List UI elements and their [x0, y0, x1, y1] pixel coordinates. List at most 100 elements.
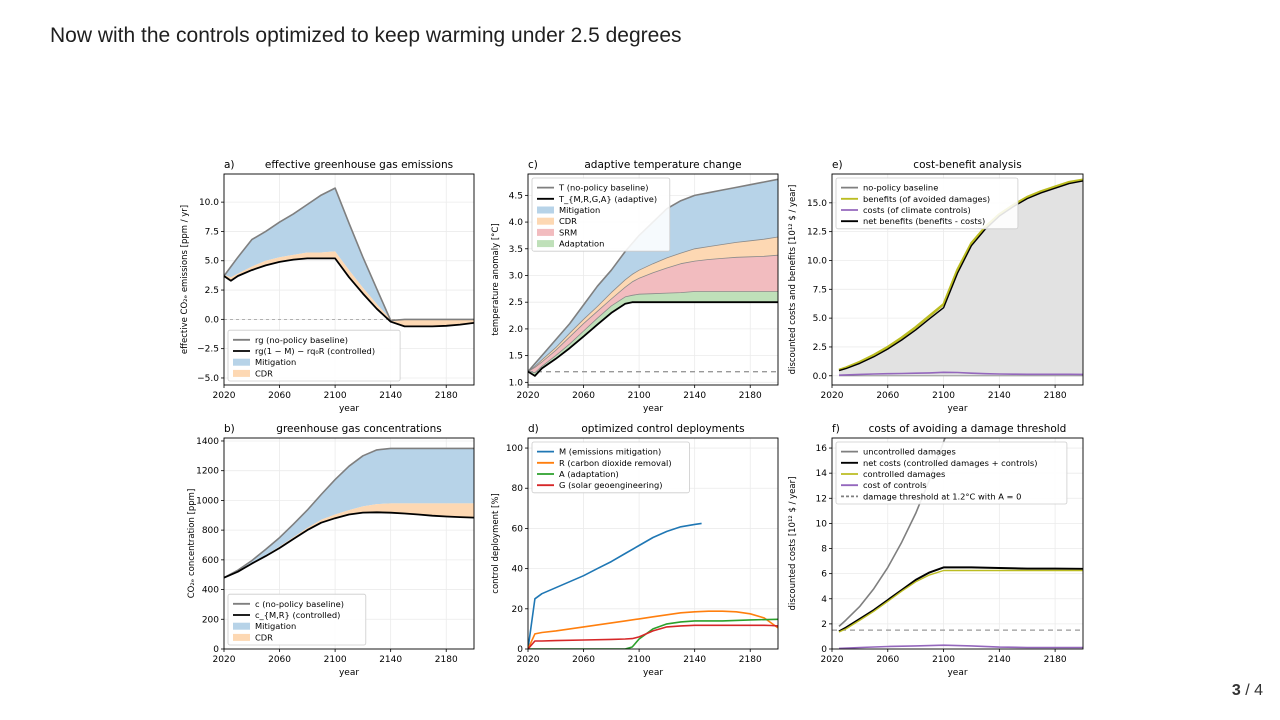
y-axis-label: discounted costs [10¹² $ / year]	[788, 477, 798, 611]
net-costs-line	[838, 566, 1083, 633]
legend-box	[227, 329, 401, 382]
srm-area	[528, 255, 778, 373]
y-tick-label: 600	[202, 556, 219, 566]
slide-title: Now with the controls optimized to keep …	[50, 24, 682, 47]
y-tick-label: 100	[506, 444, 523, 454]
srm-edge	[528, 291, 778, 374]
legend-label: SRM	[559, 227, 577, 237]
x-tick-label: 2180	[739, 655, 762, 665]
x-tick-label: 2140	[379, 391, 402, 401]
mitigation-edge	[528, 236, 778, 372]
plot-area-d	[528, 522, 778, 649]
x-tick-label: 2100	[932, 391, 955, 401]
x-axis-label: year	[643, 404, 663, 414]
x-tick-label: 2140	[379, 655, 402, 665]
y-tick-label: 10	[816, 519, 828, 529]
page-current: 3	[1231, 682, 1241, 699]
page-total: 4	[1254, 682, 1263, 699]
legend-label: T_{M,R,G,A} (adaptive)	[558, 194, 657, 204]
chart-panel-c: 2020 2060 2100 2140 2180 1.0 1.5 2.0 2.5 3.0 3.5 4.…	[491, 159, 779, 414]
adaptive-temperature-line	[528, 301, 778, 377]
panel-letter: e)	[832, 159, 843, 171]
x-tick-label: 2060	[572, 655, 595, 665]
y-tick-label: 10.0	[807, 256, 827, 266]
axes-frame	[831, 173, 1084, 386]
axes-frame	[527, 173, 779, 386]
legend-label: Adaptation	[559, 239, 604, 249]
y-tick-label: 3.5	[509, 245, 523, 255]
legend-swatch	[537, 217, 554, 225]
x-tick-label: 2060	[876, 391, 899, 401]
costs-line	[838, 371, 1083, 376]
controlled-line	[224, 511, 474, 579]
panel-title: cost-benefit analysis	[913, 159, 1021, 171]
legend-a: rg (no-policy baseline)rg(1 − M) − rq₀R …	[227, 329, 401, 382]
x-tick-label: 2060	[572, 391, 595, 401]
x-axis-label: year	[947, 668, 967, 678]
mitigation-area	[224, 188, 474, 321]
x-tick-label: 2060	[876, 655, 899, 665]
chart-panel-b: 2020 2060 2100 2140 2180 0 200 400 600 800 1000 120…	[187, 423, 475, 678]
legend-label: damage threshold at 1.2°C with A = 0	[863, 491, 1021, 501]
panel-letter: b)	[224, 423, 235, 435]
plot-area-b	[224, 447, 474, 579]
adaptation-area	[528, 291, 778, 376]
y-axis-label: discounted costs and benefits [10¹² $ / …	[788, 185, 798, 375]
legend-d: M (emissions mitigation)R (carbon dioxid…	[531, 441, 690, 494]
y-tick-label: 200	[202, 615, 219, 625]
y-tick-label: 20	[512, 605, 524, 615]
cdr-edge	[528, 254, 778, 372]
y-tick-label: 800	[202, 526, 219, 536]
x-tick-label: 2020	[821, 655, 844, 665]
y-tick-label: 5.0	[813, 314, 828, 324]
x-tick-label: 2140	[683, 655, 706, 665]
series-line	[528, 522, 702, 649]
y-tick-label: 1000	[196, 496, 219, 506]
panel-title: effective greenhouse gas emissions	[265, 159, 453, 171]
legend-box	[835, 441, 1068, 505]
legend-label: Mitigation	[255, 621, 296, 631]
y-tick-label: 80	[512, 484, 524, 494]
y-tick-label: 1.5	[509, 352, 523, 362]
legend-box	[835, 177, 1019, 230]
legend-label: uncontrolled damages	[863, 447, 956, 457]
legend-label: CDR	[559, 216, 577, 226]
y-tick-label: 40	[512, 565, 524, 575]
y-tick-label: 0.0	[205, 315, 220, 325]
net-benefits-line	[838, 180, 1083, 372]
x-tick-label: 2060	[268, 655, 291, 665]
series-line	[528, 610, 778, 649]
legend-b: c (no-policy baseline)c_{M,R} (controlle…	[227, 593, 367, 646]
legend-swatch	[233, 633, 250, 641]
y-tick-label: 5.0	[205, 257, 220, 267]
x-tick-label: 2140	[683, 391, 706, 401]
legend-swatch	[537, 240, 554, 248]
series-line	[528, 618, 778, 649]
x-axis-label: year	[947, 404, 967, 414]
baseline-area	[839, 180, 1083, 376]
panel-title: costs of avoiding a damage threshold	[869, 423, 1067, 435]
y-tick-label: −5.0	[197, 374, 219, 384]
axes-frame	[527, 437, 779, 650]
legend-box	[531, 441, 690, 494]
x-axis-label: year	[339, 404, 359, 414]
y-tick-label: 400	[202, 586, 219, 596]
x-tick-label: 2020	[213, 655, 236, 665]
y-axis-label: temperature anomaly [°C]	[491, 223, 501, 335]
y-tick-label: 60	[512, 524, 524, 534]
x-tick-label: 2180	[1044, 655, 1067, 665]
legend-label: net costs (controlled damages + controls…	[863, 458, 1038, 468]
y-tick-label: 1.0	[509, 378, 524, 388]
axes-frame	[223, 437, 475, 650]
x-tick-label: 2020	[517, 655, 540, 665]
y-axis-label: control deployment [%]	[491, 493, 501, 593]
y-tick-label: 7.5	[205, 227, 219, 237]
x-axis-label: year	[643, 668, 663, 678]
x-tick-label: 2180	[435, 655, 458, 665]
x-tick-label: 2180	[739, 391, 762, 401]
y-tick-label: 2.5	[813, 343, 827, 353]
y-tick-label: 1200	[196, 467, 219, 477]
legend-swatch	[233, 369, 250, 377]
